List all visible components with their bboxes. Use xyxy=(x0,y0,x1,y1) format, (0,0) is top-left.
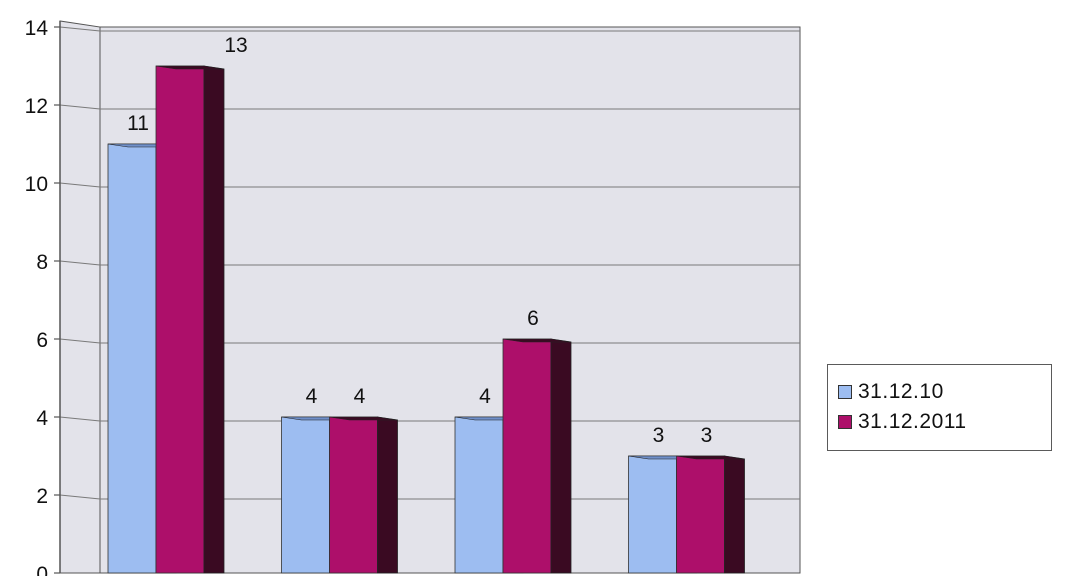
data-label-series-2-cat-4: 3 xyxy=(701,424,713,447)
legend-label-series-2: 31.12.2011 xyxy=(858,410,967,433)
gridline-side-14 xyxy=(59,26,101,32)
side-wall xyxy=(59,20,101,574)
gridline-side-8 xyxy=(59,260,101,266)
bar-series-2-cat-4 xyxy=(676,455,725,574)
chart-legend: 31.12.10 31.12.2011 xyxy=(827,364,1052,451)
y-axis: 0 2 4 6 8 10 12 14 xyxy=(25,17,61,581)
y-tick-label-2: 2 xyxy=(36,485,48,508)
legend-item-series-2: 31.12.2011 xyxy=(838,407,1051,437)
bar-side-series-2-cat-3 xyxy=(550,338,572,574)
bar-series-1-cat-4 xyxy=(628,455,677,574)
legend-label-series-1: 31.12.10 xyxy=(858,380,944,403)
data-label-series-1-cat-3: 4 xyxy=(479,385,491,408)
gridline-side-2 xyxy=(59,494,101,500)
gridline-side-6 xyxy=(59,338,101,344)
y-tick-label-6: 6 xyxy=(36,329,48,352)
y-tick-label-0: 0 xyxy=(36,563,48,576)
bar-side-series-2-cat-1 xyxy=(203,65,225,574)
y-tick-label-8: 8 xyxy=(36,251,48,274)
bar-top-series-2-cat-3 xyxy=(502,338,572,343)
y-tick-label-14: 14 xyxy=(25,17,49,40)
bar-side-series-2-cat-4 xyxy=(724,455,745,574)
bar-series-2-cat-3 xyxy=(502,338,552,574)
gridline-side-4 xyxy=(59,416,101,422)
data-label-series-1-cat-2: 4 xyxy=(306,385,318,408)
data-labels: 11 4 4 3 13 4 6 3 xyxy=(127,34,712,447)
legend-swatch-series-2 xyxy=(838,415,852,429)
gridline-side-10 xyxy=(59,182,101,188)
bar-series-2-cat-2 xyxy=(329,416,378,574)
bar-side-series-2-cat-2 xyxy=(377,416,398,574)
data-label-series-2-cat-2: 4 xyxy=(354,385,366,408)
bar-top-series-2-cat-1 xyxy=(155,65,225,70)
bar-top-series-2-cat-4 xyxy=(676,455,745,460)
legend-swatch-series-1 xyxy=(838,385,852,399)
y-tick-label-12: 12 xyxy=(25,95,48,118)
bar-series-2-cat-1 xyxy=(155,65,205,574)
chart-bars xyxy=(107,65,745,574)
legend-item-series-1: 31.12.10 xyxy=(838,377,1051,407)
bar-series-1-cat-2 xyxy=(281,416,330,574)
bar-series-1-cat-1 xyxy=(107,143,157,574)
y-tick-label-10: 10 xyxy=(25,173,48,196)
data-label-series-2-cat-3: 6 xyxy=(527,307,539,330)
data-label-series-2-cat-1: 13 xyxy=(224,34,247,57)
y-tick-label-4: 4 xyxy=(36,407,48,430)
bar-top-series-2-cat-2 xyxy=(329,416,398,421)
gridline-side-12 xyxy=(59,104,101,110)
bar-series-1-cat-3 xyxy=(454,416,504,574)
data-label-series-1-cat-4: 3 xyxy=(653,424,665,447)
data-label-series-1-cat-1: 11 xyxy=(127,112,149,135)
